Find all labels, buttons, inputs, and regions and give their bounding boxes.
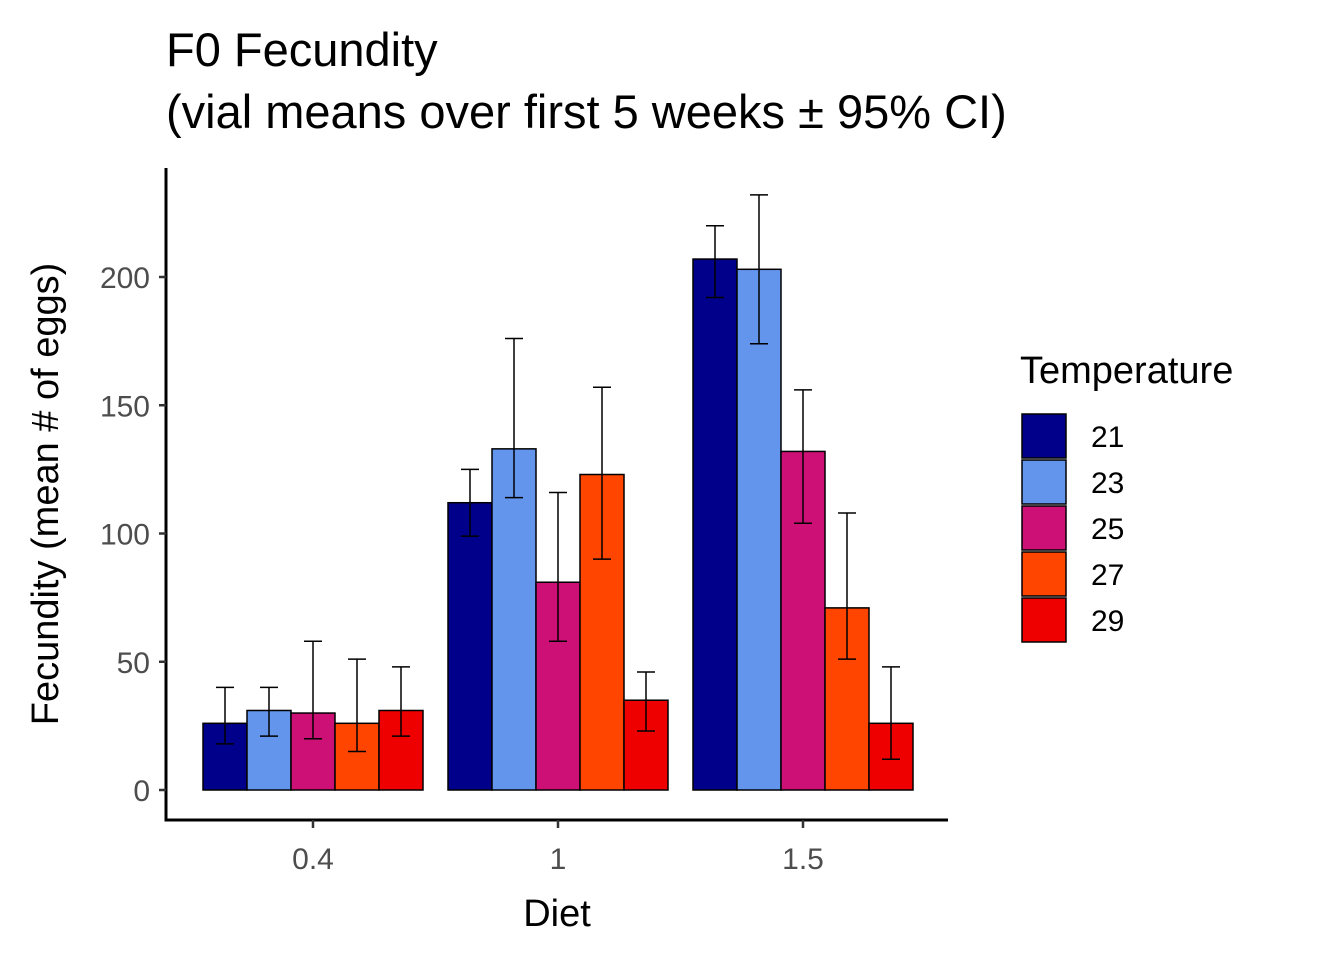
bar-29-0.4 (378, 709, 424, 791)
y-tick-label: 200 (100, 262, 150, 295)
error-bar-27-1.5 (838, 512, 856, 660)
error-bar-29-0.4 (392, 666, 410, 737)
error-bar-21-1 (461, 468, 479, 537)
y-tick-label: 0 (133, 775, 150, 808)
error-bar-25-1 (549, 491, 567, 642)
legend-item-25: 25 (1021, 505, 1124, 551)
plot-area (202, 194, 914, 791)
legend-label-21: 21 (1091, 421, 1124, 454)
legend-title: Temperature (1020, 350, 1233, 392)
error-bar-29-1.5 (882, 666, 900, 760)
legend-item-21: 21 (1021, 413, 1124, 459)
y-tick-label: 50 (117, 647, 150, 680)
x-ticks: 0.4 1 1.5 (292, 820, 824, 876)
y-tick-label: 150 (100, 390, 150, 423)
legend-label-23: 23 (1091, 467, 1124, 500)
x-tick-label: 1.5 (782, 843, 824, 876)
chart-title-line1: F0 Fecundity (166, 23, 438, 76)
error-bar-23-1.5 (750, 194, 768, 345)
error-bar-23-0.4 (260, 686, 278, 737)
error-bar-27-1 (593, 386, 611, 560)
legend-key-27 (1021, 551, 1067, 597)
bar-21-1 (447, 501, 493, 791)
x-tick-label: 0.4 (292, 843, 334, 876)
x-tick-label: 1 (550, 843, 567, 876)
error-bar-29-1 (637, 671, 655, 732)
legend-item-23: 23 (1021, 459, 1124, 505)
error-bar-27-0.4 (348, 658, 366, 753)
legend-key-29 (1021, 597, 1067, 643)
bar-21-1.5 (692, 258, 738, 791)
error-bar-21-0.4 (216, 686, 234, 745)
legend-item-27: 27 (1021, 551, 1124, 597)
error-bar-25-0.4 (304, 640, 322, 740)
legend-label-27: 27 (1091, 559, 1124, 592)
error-bar-23-1 (505, 337, 523, 499)
legend-label-29: 29 (1091, 605, 1124, 638)
error-bar-25-1.5 (794, 389, 812, 524)
legend-key-23 (1021, 459, 1067, 505)
legend-label-25: 25 (1091, 513, 1124, 546)
y-ticks: 0 50 100 150 200 (100, 262, 166, 808)
error-bar-21-1.5 (706, 224, 724, 299)
legend-item-29: 29 (1021, 597, 1124, 643)
bar-23-1 (491, 448, 537, 791)
y-tick-label: 100 (100, 519, 150, 552)
bar-23-1.5 (736, 268, 782, 791)
legend-key-21 (1021, 413, 1067, 459)
x-axis-title: Diet (523, 893, 591, 935)
chart-title-line2: (vial means over first 5 weeks ± 95% CI) (166, 85, 1007, 138)
y-axis-title: Fecundity (mean # of eggs) (25, 263, 67, 726)
bar-25-1.5 (780, 450, 826, 791)
legend: Temperature 21 23 25 27 29 (1020, 350, 1233, 643)
legend-key-25 (1021, 505, 1067, 551)
